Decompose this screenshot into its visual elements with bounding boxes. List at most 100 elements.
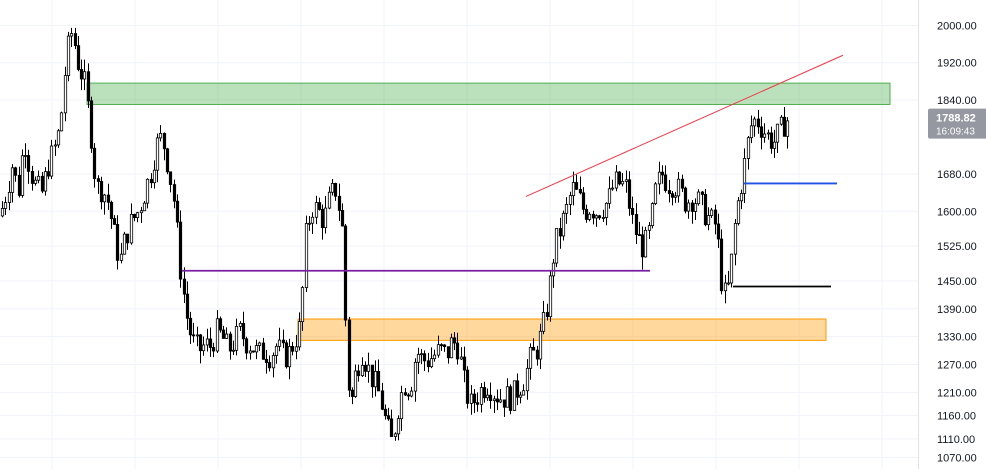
candle[interactable] bbox=[696, 189, 701, 206]
candle[interactable] bbox=[132, 213, 137, 222]
candle[interactable] bbox=[680, 174, 685, 192]
candle[interactable] bbox=[676, 172, 681, 203]
candle[interactable] bbox=[205, 328, 210, 352]
resistance-zone[interactable] bbox=[86, 82, 891, 105]
candle[interactable] bbox=[643, 226, 648, 258]
candle[interactable] bbox=[505, 378, 510, 408]
candle[interactable] bbox=[46, 159, 51, 180]
candle[interactable] bbox=[310, 212, 315, 234]
candle[interactable] bbox=[703, 188, 708, 227]
candle[interactable] bbox=[172, 179, 177, 209]
candle[interactable] bbox=[756, 109, 761, 134]
candle[interactable] bbox=[746, 135, 751, 170]
candle[interactable] bbox=[759, 116, 764, 150]
candle[interactable] bbox=[502, 399, 507, 417]
candle[interactable] bbox=[277, 327, 282, 352]
candle[interactable] bbox=[432, 349, 437, 362]
candle[interactable] bbox=[597, 214, 602, 220]
candle[interactable] bbox=[736, 196, 741, 226]
candle[interactable] bbox=[393, 432, 398, 441]
candle[interactable] bbox=[307, 215, 312, 231]
candle[interactable] bbox=[383, 404, 388, 420]
candle[interactable] bbox=[386, 407, 391, 421]
candle[interactable] bbox=[766, 129, 771, 140]
candle[interactable] bbox=[426, 352, 431, 373]
candle[interactable] bbox=[713, 204, 718, 235]
candle[interactable] bbox=[472, 389, 477, 413]
candle[interactable] bbox=[347, 316, 352, 397]
candle[interactable] bbox=[376, 359, 381, 392]
candle[interactable] bbox=[591, 210, 596, 225]
candle[interactable] bbox=[389, 409, 394, 437]
candle[interactable] bbox=[650, 202, 655, 229]
candle[interactable] bbox=[670, 190, 675, 206]
candle[interactable] bbox=[667, 179, 672, 203]
candle[interactable] bbox=[330, 178, 335, 196]
candle[interactable] bbox=[264, 349, 269, 374]
candle[interactable] bbox=[92, 143, 97, 188]
rising-trendline[interactable] bbox=[525, 54, 844, 197]
candle[interactable] bbox=[604, 202, 609, 226]
candle[interactable] bbox=[63, 66, 68, 122]
candle[interactable] bbox=[86, 63, 91, 109]
candle[interactable] bbox=[373, 360, 378, 397]
candle[interactable] bbox=[191, 322, 196, 343]
candle[interactable] bbox=[442, 344, 447, 352]
candle[interactable] bbox=[723, 274, 728, 304]
candle[interactable] bbox=[201, 336, 206, 356]
candle[interactable] bbox=[574, 174, 579, 190]
candle[interactable] bbox=[749, 115, 754, 144]
candle[interactable] bbox=[215, 310, 220, 354]
candle[interactable] bbox=[17, 166, 22, 198]
candle[interactable] bbox=[13, 166, 18, 182]
candle[interactable] bbox=[416, 347, 421, 374]
candle[interactable] bbox=[158, 125, 163, 142]
candle[interactable] bbox=[168, 171, 173, 193]
support-zone[interactable] bbox=[297, 318, 827, 341]
candle[interactable] bbox=[135, 211, 140, 223]
candle[interactable] bbox=[617, 171, 622, 186]
candle[interactable] bbox=[683, 186, 688, 214]
candle[interactable] bbox=[782, 106, 787, 137]
candle[interactable] bbox=[495, 389, 500, 411]
candle[interactable] bbox=[535, 345, 540, 366]
candle[interactable] bbox=[125, 233, 130, 250]
candle[interactable] bbox=[73, 27, 78, 50]
candle[interactable] bbox=[498, 388, 503, 404]
candle[interactable] bbox=[112, 215, 117, 225]
candle[interactable] bbox=[551, 259, 556, 288]
candle[interactable] bbox=[452, 332, 457, 351]
candle[interactable] bbox=[96, 175, 101, 194]
candle[interactable] bbox=[380, 382, 385, 411]
candle[interactable] bbox=[429, 347, 434, 369]
candle[interactable] bbox=[601, 209, 606, 222]
candle[interactable] bbox=[370, 364, 375, 398]
candle[interactable] bbox=[779, 114, 784, 126]
candle[interactable] bbox=[525, 359, 530, 400]
candle[interactable] bbox=[399, 385, 404, 431]
candle[interactable] bbox=[119, 242, 124, 264]
candle[interactable] bbox=[515, 373, 520, 406]
candle[interactable] bbox=[686, 199, 691, 219]
candle[interactable] bbox=[248, 345, 253, 360]
candle[interactable] bbox=[729, 253, 734, 288]
candle[interactable] bbox=[508, 384, 513, 415]
candle[interactable] bbox=[469, 385, 474, 415]
candle[interactable] bbox=[76, 35, 81, 72]
candle[interactable] bbox=[109, 200, 114, 229]
candle[interactable] bbox=[571, 171, 576, 206]
candle[interactable] bbox=[175, 194, 180, 228]
candle[interactable] bbox=[23, 143, 28, 169]
candle[interactable] bbox=[56, 129, 61, 148]
candle[interactable] bbox=[274, 343, 279, 364]
candle[interactable] bbox=[10, 164, 15, 203]
candle[interactable] bbox=[287, 338, 292, 380]
candle[interactable] bbox=[587, 212, 592, 222]
candle[interactable] bbox=[610, 179, 615, 191]
candle[interactable] bbox=[53, 139, 58, 156]
candle[interactable] bbox=[224, 327, 229, 339]
candle[interactable] bbox=[769, 126, 774, 154]
candle[interactable] bbox=[294, 334, 299, 360]
candle[interactable] bbox=[360, 357, 365, 377]
